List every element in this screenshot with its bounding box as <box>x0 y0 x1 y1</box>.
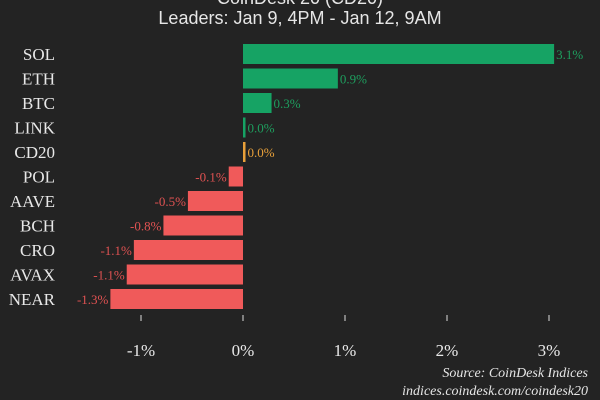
data-label: -0.8% <box>130 219 162 234</box>
data-label: 0.0% <box>248 121 275 136</box>
category-label: AVAX <box>10 266 55 285</box>
source-text: Source: CoinDesk Indices <box>442 366 588 381</box>
x-tick-label: 0% <box>232 341 255 360</box>
data-label: 0.3% <box>274 96 301 111</box>
bar-cro <box>133 240 243 260</box>
category-label: SOL <box>23 45 55 64</box>
chart-title: CoinDesk 20 (CD20) <box>0 0 600 9</box>
bar-avax <box>126 264 243 285</box>
category-label: AAVE <box>10 192 55 211</box>
x-tick-label: 1% <box>334 341 357 360</box>
data-label: -1.1% <box>93 268 125 283</box>
bar-cd20 <box>243 142 246 162</box>
category-label: ETH <box>22 70 55 89</box>
bar-near <box>110 289 244 309</box>
bar-aave <box>187 191 243 211</box>
category-label: POL <box>23 168 55 187</box>
category-label: CD20 <box>14 143 55 162</box>
bar-eth <box>243 68 338 89</box>
data-label: -0.5% <box>154 194 186 209</box>
bar-btc <box>243 93 272 113</box>
category-label: BTC <box>22 94 55 113</box>
data-label: -1.1% <box>100 243 132 258</box>
bar-pol <box>228 166 243 187</box>
category-label: BCH <box>20 217 55 236</box>
chart-subtitle: Leaders: Jan 9, 4PM - Jan 12, 9AM <box>158 8 442 28</box>
x-tick-label: -1% <box>127 341 155 360</box>
category-label: CRO <box>20 241 55 260</box>
bar-sol <box>243 44 555 64</box>
source-url: indices.coindesk.com/coindesk20 <box>402 384 588 399</box>
data-label: 3.1% <box>556 47 583 62</box>
data-label: 0.9% <box>340 72 367 87</box>
category-label: NEAR <box>9 290 56 309</box>
category-label: LINK <box>14 119 55 138</box>
bar-link <box>243 117 246 138</box>
data-label: -0.1% <box>195 170 227 185</box>
x-tick-label: 3% <box>538 341 561 360</box>
data-label: 0.0% <box>248 145 275 160</box>
data-label: -1.3% <box>77 292 109 307</box>
bar-bch <box>163 215 243 236</box>
x-tick-label: 2% <box>436 341 459 360</box>
